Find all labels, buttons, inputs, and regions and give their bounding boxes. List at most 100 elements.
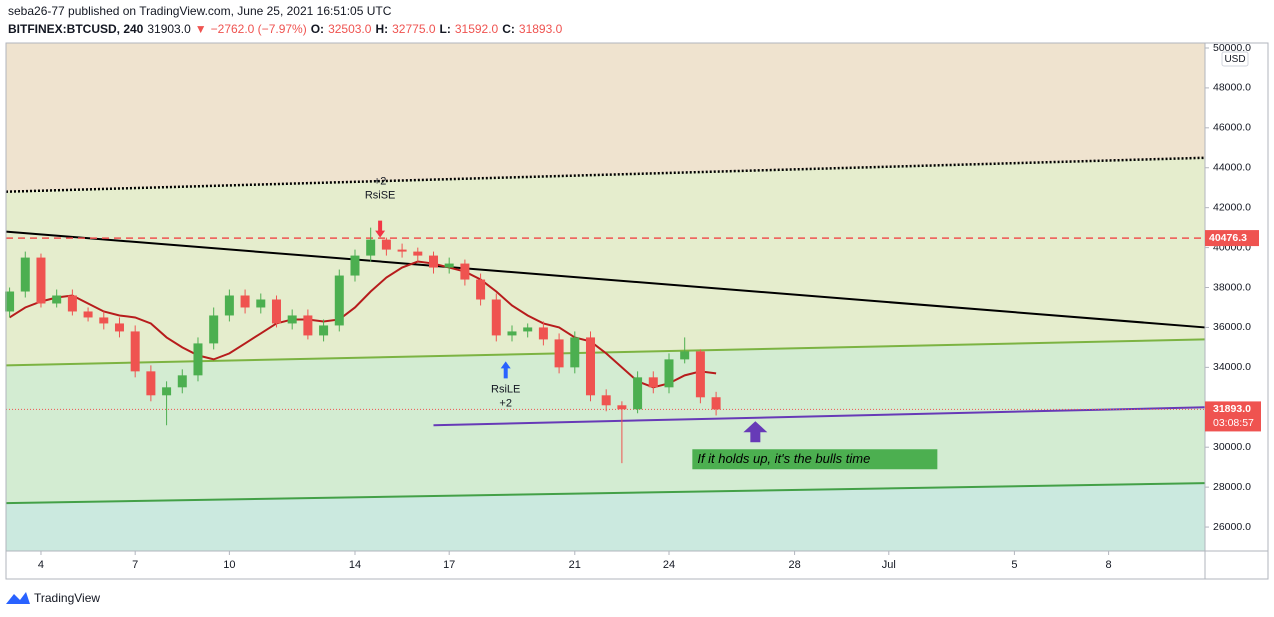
candle-body [570,337,580,368]
y-tick-label: 46000.0 [1213,122,1251,134]
trend-line [5,230,1206,329]
candle-body [538,327,548,340]
y-tick-label: 38000.0 [1213,281,1251,293]
signal-label: RsiLE [491,383,520,395]
quote-part: H: [375,22,388,36]
trend-line [433,406,1206,427]
quote: BITFINEX:BTCUSD, 240 31903.0 ▼ −2762.0 (−7.… [8,22,563,36]
quote-part: 31903.0 [147,22,191,36]
zone [6,483,1205,551]
y-tick-label: 36000.0 [1213,321,1251,333]
candle-body [381,239,391,250]
x-tick-label: 28 [788,559,800,571]
candle-body [366,239,376,256]
candle-body [476,279,486,300]
x-tick-label: 24 [663,559,675,571]
candle-body [224,295,234,316]
candle-body [130,331,140,372]
currency-box [1221,51,1249,67]
candle-body [287,315,297,324]
candle-body [83,311,93,318]
candle-body [444,263,454,268]
quote-part: −2762.0 (−7.97%) [211,22,307,36]
quote-part: 31592.0 [455,22,499,36]
zone [6,43,1205,192]
moving-average [9,260,717,389]
x-tick-label: 10 [223,559,235,571]
signal-label: RsiSE [365,190,396,202]
callout-text: If it holds up, it's the bulls time [697,451,870,466]
trend-line [5,482,1206,505]
candle-body [20,257,30,292]
y-tick-label: 44000.0 [1213,162,1251,174]
candle-body [507,331,517,336]
brand: TradingView [34,591,100,605]
candle-body [428,255,438,268]
candle-body [271,299,281,324]
y-tick-label: 34000.0 [1213,361,1251,373]
x-tick-label: 14 [349,559,361,571]
x-tick-label: 5 [1011,559,1017,571]
y-tick-label: 26000.0 [1213,521,1251,533]
quote-part: O: [311,22,324,36]
candle-body [664,359,674,388]
countdown: 03:08:57 [1213,417,1254,429]
candle-body [193,343,203,376]
candle-body [554,339,564,368]
candle-body [114,323,124,332]
candle-body [240,295,250,308]
candle-body [36,257,46,304]
candle-body [397,249,407,252]
publisher: seba26-77 published on TradingView.com, … [8,4,392,18]
last-price-tag [1205,401,1261,432]
last-price-label: 31893.0 [1213,403,1251,415]
candle-body [601,395,611,406]
price-line-label: 40476.3 [1209,232,1247,244]
x-tick-label: Jul [882,559,896,571]
quote-part: ▼ [195,22,207,36]
y-tick-label: 50000.0 [1213,42,1251,54]
candle-body [209,315,219,344]
candle-body [617,405,627,410]
quote-part: 32503.0 [328,22,372,36]
y-tick-label: 30000.0 [1213,441,1251,453]
candle-body [648,377,658,388]
logo [6,592,30,604]
quote-part: C: [502,22,515,36]
candle-body [523,327,533,332]
y-tick-label: 42000.0 [1213,201,1251,213]
candle-body [633,377,643,410]
candle-body [67,295,77,312]
signal-arrow [375,220,386,238]
x-tick-label: 17 [443,559,455,571]
candle-body [695,351,705,398]
quote-part: 31893.0 [519,22,563,36]
candle-body [350,255,360,276]
x-tick-label: 8 [1106,559,1112,571]
candle-body [146,371,156,396]
candle-body [334,275,344,326]
y-tick-label: 28000.0 [1213,481,1251,493]
x-tick-label: 4 [38,559,44,571]
candle-body [5,291,15,312]
signal-arrow [500,361,511,379]
zone [6,157,1205,366]
callout-box [692,449,938,470]
candle-body [162,387,172,396]
frame [5,42,1269,580]
candle-body [680,351,690,360]
quote-line: BITFINEX:BTCUSD, 240 31903.0 ▼ −2762.0 (−7.… [8,22,563,36]
signal-label: +2 [499,397,512,409]
x-tick-label: 7 [132,559,138,571]
candle-body [303,315,313,336]
quote-part: BITFINEX:BTCUSD, 240 [8,22,144,36]
candle-body [52,295,62,304]
candle-body [460,263,470,280]
price-line-tag [1205,230,1259,247]
candle-body [99,317,109,324]
quote-part: 32775.0 [392,22,436,36]
candle-body [256,299,266,308]
candle-body [319,325,329,336]
